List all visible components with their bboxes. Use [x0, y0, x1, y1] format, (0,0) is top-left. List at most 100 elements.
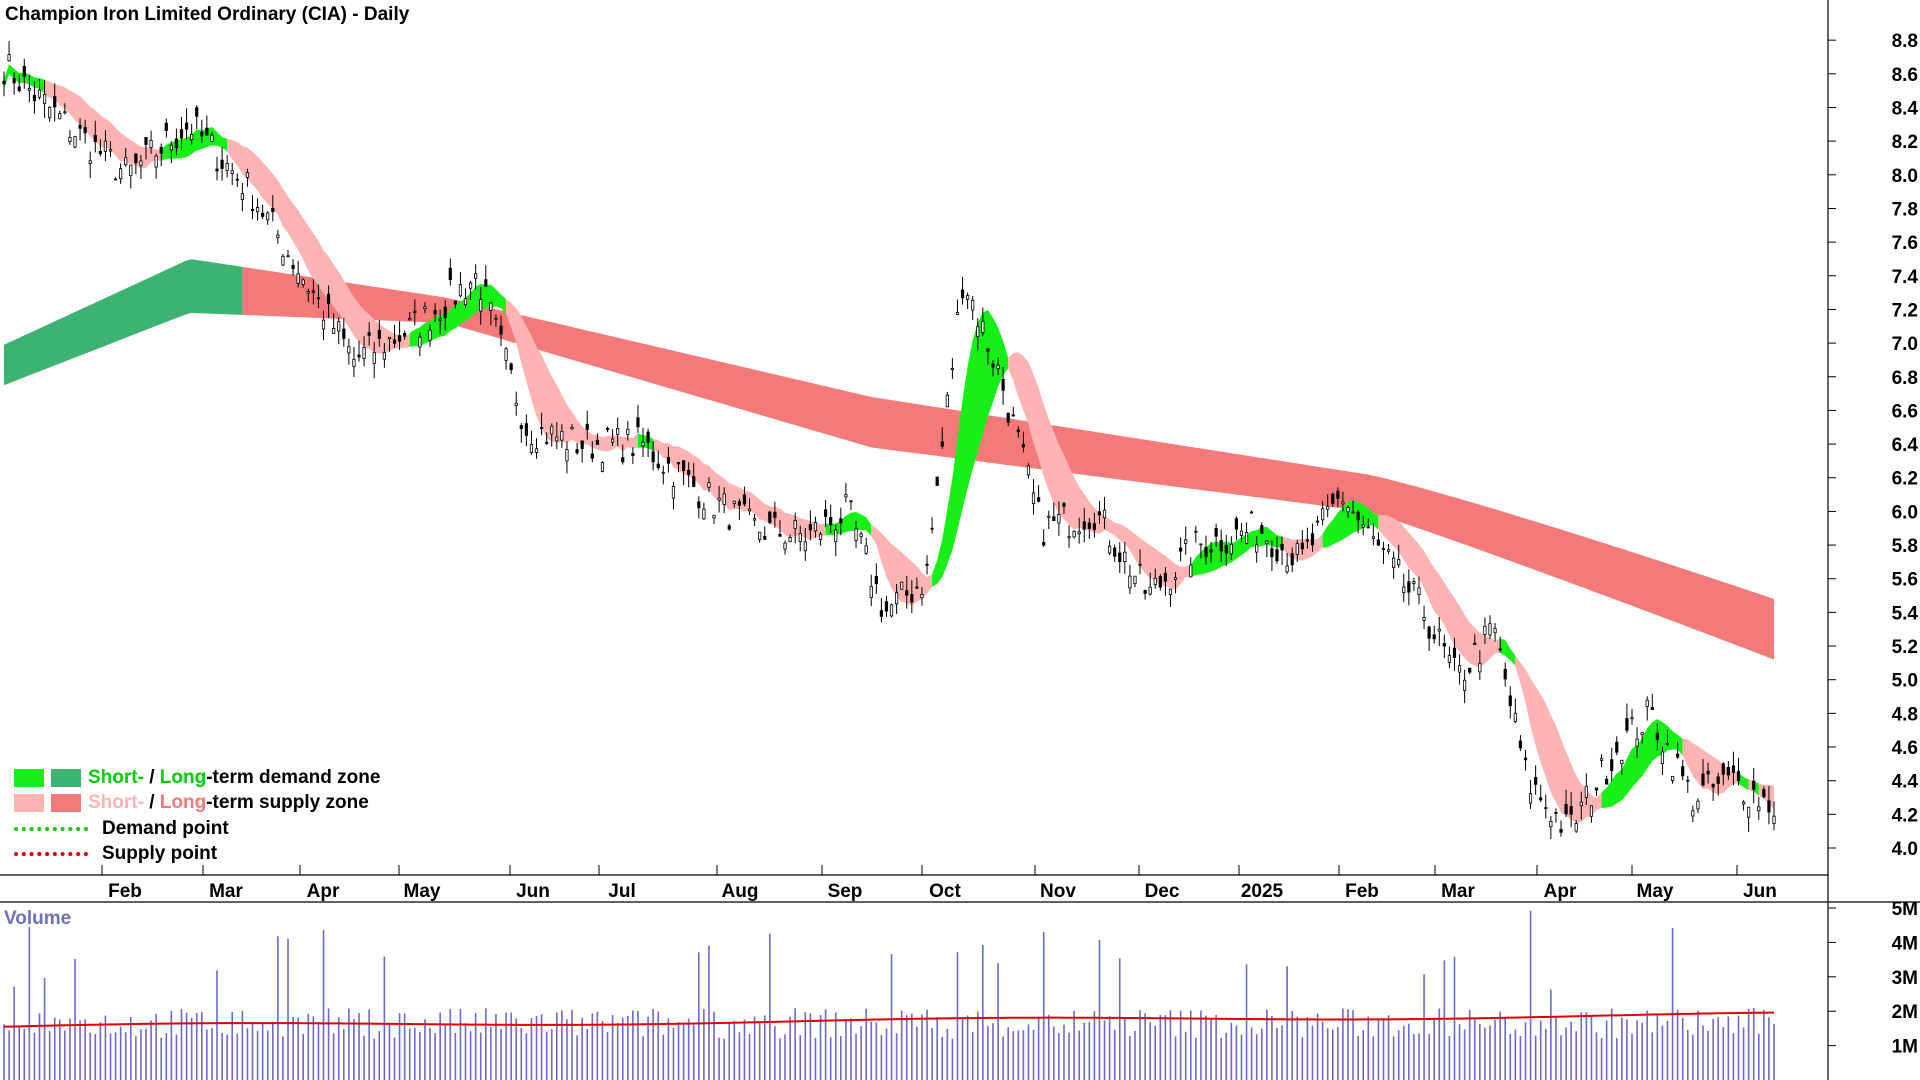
candle-body	[1204, 546, 1208, 558]
candle	[712, 514, 716, 524]
long-term-demand-zone	[4, 259, 243, 386]
candle-body	[824, 509, 828, 518]
candle	[813, 516, 818, 538]
candle-body	[1660, 751, 1665, 765]
candle	[1463, 669, 1467, 704]
candle	[1270, 540, 1274, 572]
candle	[1452, 637, 1457, 672]
y-tick-label: 4.6	[1892, 738, 1918, 759]
x-tick-label: Mar	[1441, 881, 1475, 902]
y-tick-label: 8.0	[1892, 166, 1918, 187]
candle	[1285, 553, 1289, 575]
candle	[347, 338, 351, 365]
candle	[1194, 525, 1198, 543]
candle	[955, 299, 960, 316]
candle	[443, 300, 447, 331]
candle	[306, 288, 310, 303]
candle-body	[1011, 414, 1015, 417]
candle-body	[1057, 514, 1061, 524]
candle-body	[1762, 788, 1766, 798]
candle-body	[590, 453, 594, 459]
candle	[408, 312, 412, 321]
candle	[1229, 536, 1233, 560]
candle	[1381, 541, 1386, 565]
candle-body	[42, 94, 47, 104]
candle	[184, 108, 189, 140]
candle	[1736, 757, 1741, 786]
candle-body	[1366, 526, 1370, 529]
volume-y-axis: 5M 4M 3M 2M 1M	[1828, 899, 1918, 1058]
candle	[1757, 796, 1761, 820]
candle-body	[190, 134, 194, 140]
candle	[991, 360, 995, 377]
candle-body	[32, 95, 37, 102]
candle-body	[1270, 548, 1274, 558]
candle-body	[235, 178, 239, 181]
candle-body	[859, 533, 863, 537]
candle-body	[1716, 776, 1720, 784]
candle	[1321, 501, 1325, 526]
candle	[261, 204, 265, 219]
candle-body	[788, 537, 792, 543]
candle	[1716, 772, 1720, 796]
candle	[1620, 759, 1624, 775]
candle	[1473, 634, 1477, 645]
candle	[585, 410, 589, 440]
candle-body	[1630, 717, 1634, 720]
candle-body	[646, 431, 650, 443]
candle	[352, 346, 356, 378]
y-tick-label: 8.8	[1892, 31, 1918, 52]
candle	[139, 154, 143, 179]
candle	[646, 428, 650, 457]
candle-body	[1042, 542, 1046, 546]
candle-body	[534, 448, 539, 453]
candle	[930, 517, 934, 534]
candle-body	[1407, 581, 1411, 593]
candle	[1031, 479, 1036, 515]
candle-body	[423, 306, 427, 310]
candle-body	[895, 592, 899, 605]
candle-body	[154, 155, 158, 168]
candle-body	[134, 153, 138, 164]
candle-body	[1442, 643, 1446, 647]
candle-body	[864, 545, 868, 554]
candle-body	[519, 425, 523, 430]
candle-body	[925, 563, 929, 566]
candle	[1047, 510, 1051, 530]
candle	[524, 414, 528, 447]
candle	[1579, 791, 1583, 820]
candle	[1625, 703, 1629, 734]
candle-body	[1265, 540, 1269, 545]
candle-body	[879, 610, 883, 617]
candle	[783, 540, 787, 555]
candle	[1650, 694, 1654, 710]
candle	[179, 117, 184, 151]
candle-body	[195, 107, 199, 117]
candle-body	[448, 267, 452, 280]
y-tick-label: 6.2	[1892, 469, 1918, 490]
candle-body	[565, 449, 569, 462]
short-term-supply-zone	[1515, 655, 1602, 823]
candle-body	[1295, 543, 1299, 555]
y-tick-label: 8.6	[1892, 65, 1918, 86]
candle	[798, 525, 802, 552]
candle	[1052, 502, 1056, 522]
candle-body	[1118, 552, 1122, 563]
candle-body	[179, 129, 184, 139]
candle-body	[930, 527, 934, 530]
candle	[1412, 577, 1416, 591]
candle	[423, 302, 427, 314]
candle-body	[230, 170, 234, 174]
candle-body	[1219, 540, 1223, 552]
candle-body	[337, 321, 341, 332]
legend-long-label: Long	[159, 792, 207, 814]
candle	[210, 132, 214, 142]
candle	[479, 287, 483, 325]
candle-body	[920, 594, 924, 599]
candle-body	[205, 127, 209, 136]
y-tick-label: 5.4	[1892, 603, 1919, 624]
candle-body	[1747, 806, 1751, 818]
candle	[1168, 588, 1173, 607]
candle-body	[1752, 780, 1756, 790]
candle	[301, 278, 305, 288]
